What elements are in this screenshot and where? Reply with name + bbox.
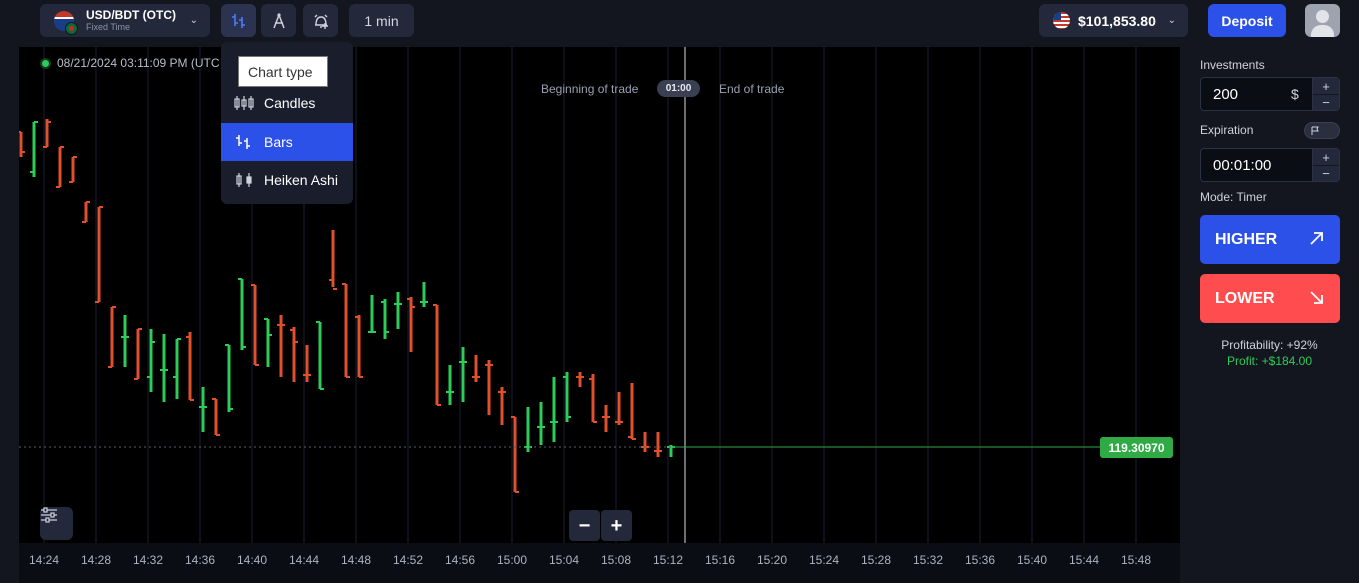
time-axis: 14:24 14:28 14:32 14:36 14:40 14:44 14:48 14:52… bbox=[19, 543, 1180, 583]
profitability-text: Profitability: +92% bbox=[1221, 338, 1318, 352]
top-bar: USD/BDT (OTC) Fixed Time ⌄ 1 min $101,85… bbox=[19, 0, 1359, 47]
time-tick-label: 15:16 bbox=[704, 553, 736, 567]
higher-label: HIGHER bbox=[1215, 230, 1278, 248]
arrow-up-right-icon bbox=[1310, 232, 1323, 245]
balance-selector[interactable]: $101,853.80 ⌄ bbox=[1039, 4, 1188, 37]
time-tick-label: 15:40 bbox=[1016, 553, 1048, 567]
timestamp-text: 08/21/2024 03:11:09 PM (UTC bbox=[57, 56, 220, 70]
time-tick-label: 14:56 bbox=[444, 553, 476, 567]
time-tick-label: 15:00 bbox=[496, 553, 528, 567]
end-of-trade-label: End of trade bbox=[719, 82, 785, 96]
menu-item-label: Candles bbox=[264, 95, 316, 111]
us-flag-icon bbox=[1053, 12, 1070, 29]
asset-name: USD/BDT (OTC) bbox=[86, 8, 176, 22]
chart-type-button[interactable] bbox=[221, 4, 256, 37]
live-dot-icon bbox=[42, 59, 49, 67]
time-tick-label: 15:04 bbox=[548, 553, 580, 567]
time-tick-label: 15:32 bbox=[912, 553, 944, 567]
bars-icon bbox=[231, 13, 245, 28]
chevron-down-icon: ⌄ bbox=[189, 15, 198, 26]
candles-icon bbox=[234, 96, 254, 110]
time-tick-label: 14:28 bbox=[80, 553, 112, 567]
left-edge-strip bbox=[0, 0, 19, 583]
time-tick-label: 14:36 bbox=[184, 553, 216, 567]
expiration-field[interactable]: 00:01:00 + − bbox=[1200, 148, 1340, 182]
bars-icon bbox=[236, 135, 250, 149]
heiken-ashi-icon bbox=[236, 173, 252, 187]
time-tick-label: 15:44 bbox=[1068, 553, 1100, 567]
time-tick-label: 14:52 bbox=[392, 553, 424, 567]
chevron-down-icon: ⌄ bbox=[1167, 15, 1176, 26]
expiration-value: 00:01:00 bbox=[1213, 157, 1272, 174]
menu-item-candles[interactable]: Candles bbox=[221, 84, 353, 122]
alarm-plus-icon bbox=[314, 14, 328, 29]
investment-field[interactable]: 200 $ + − bbox=[1200, 77, 1340, 111]
timeframe-button[interactable]: 1 min bbox=[349, 4, 414, 37]
trade-panel: Investments 200 $ + − Expiration 00:01:0… bbox=[1180, 47, 1359, 583]
currency-symbol: $ bbox=[1291, 86, 1299, 102]
investment-decrease-button[interactable]: − bbox=[1313, 94, 1339, 110]
expiration-mode-toggle[interactable] bbox=[1304, 122, 1340, 139]
compass-icon bbox=[272, 12, 285, 28]
expiration-increase-button[interactable]: + bbox=[1313, 149, 1339, 165]
asset-selector[interactable]: USD/BDT (OTC) Fixed Time ⌄ bbox=[40, 4, 210, 37]
arrow-down-right-icon bbox=[1310, 291, 1323, 304]
zoom-in-button[interactable]: + bbox=[601, 510, 632, 541]
expiration-decrease-button[interactable]: − bbox=[1313, 165, 1339, 181]
time-tick-label: 15:28 bbox=[860, 553, 892, 567]
chart-settings-button[interactable] bbox=[40, 507, 73, 540]
lower-button[interactable]: LOWER bbox=[1200, 274, 1340, 323]
investments-label: Investments bbox=[1200, 58, 1265, 72]
menu-item-label: Heiken Ashi bbox=[264, 172, 338, 188]
profit-text: Profit: +$184.00 bbox=[1226, 354, 1313, 368]
sliders-icon bbox=[41, 507, 57, 523]
time-tick-label: 14:40 bbox=[236, 553, 268, 567]
beginning-of-trade-label: Beginning of trade bbox=[541, 82, 639, 96]
menu-item-bars[interactable]: Bars bbox=[221, 123, 353, 161]
avatar[interactable] bbox=[1305, 4, 1340, 37]
higher-button[interactable]: HIGHER bbox=[1200, 215, 1340, 264]
balance-value: $101,853.80 bbox=[1078, 12, 1156, 29]
mode-label: Mode: Timer bbox=[1200, 190, 1267, 204]
deposit-button[interactable]: Deposit bbox=[1208, 4, 1286, 37]
add-alert-button[interactable] bbox=[303, 4, 338, 37]
chart-type-tooltip: Chart type bbox=[238, 56, 328, 87]
time-tick-label: 14:48 bbox=[340, 553, 372, 567]
time-tick-label: 15:24 bbox=[808, 553, 840, 567]
time-tick-label: 15:08 bbox=[600, 553, 632, 567]
menu-item-label: Bars bbox=[264, 134, 293, 150]
lower-label: LOWER bbox=[1215, 289, 1275, 307]
current-price-tag: 119.30970 bbox=[1100, 437, 1173, 458]
expiration-label: Expiration bbox=[1200, 123, 1254, 137]
drawing-tools-button[interactable] bbox=[261, 4, 296, 37]
asset-mode: Fixed Time bbox=[86, 22, 131, 32]
time-tick-label: 14:44 bbox=[288, 553, 320, 567]
expiration-stepper: + − bbox=[1312, 149, 1339, 181]
chart-timestamp: 08/21/2024 03:11:09 PM (UTC bbox=[42, 56, 220, 70]
trade-timer-badge: 01:00 bbox=[657, 80, 700, 97]
time-tick-label: 14:24 bbox=[28, 553, 60, 567]
time-tick-label: 15:36 bbox=[964, 553, 996, 567]
asset-info: USD/BDT (OTC) Fixed Time bbox=[86, 9, 176, 32]
investment-value: 200 bbox=[1213, 86, 1239, 103]
time-tick-label: 15:48 bbox=[1120, 553, 1152, 567]
time-tick-label: 15:20 bbox=[756, 553, 788, 567]
investment-increase-button[interactable]: + bbox=[1313, 78, 1339, 94]
flag-icon bbox=[1311, 126, 1319, 135]
time-tick-label: 15:12 bbox=[652, 553, 684, 567]
usd-bdt-flag-icon bbox=[54, 10, 78, 35]
menu-item-heiken-ashi[interactable]: Heiken Ashi bbox=[221, 161, 353, 199]
time-tick-label: 14:32 bbox=[132, 553, 164, 567]
chart-canvas bbox=[19, 47, 1137, 543]
zoom-out-button[interactable]: − bbox=[569, 510, 600, 541]
investment-stepper: + − bbox=[1312, 78, 1339, 110]
price-chart[interactable]: 08/21/2024 03:11:09 PM (UTC Beginning of… bbox=[19, 47, 1180, 543]
